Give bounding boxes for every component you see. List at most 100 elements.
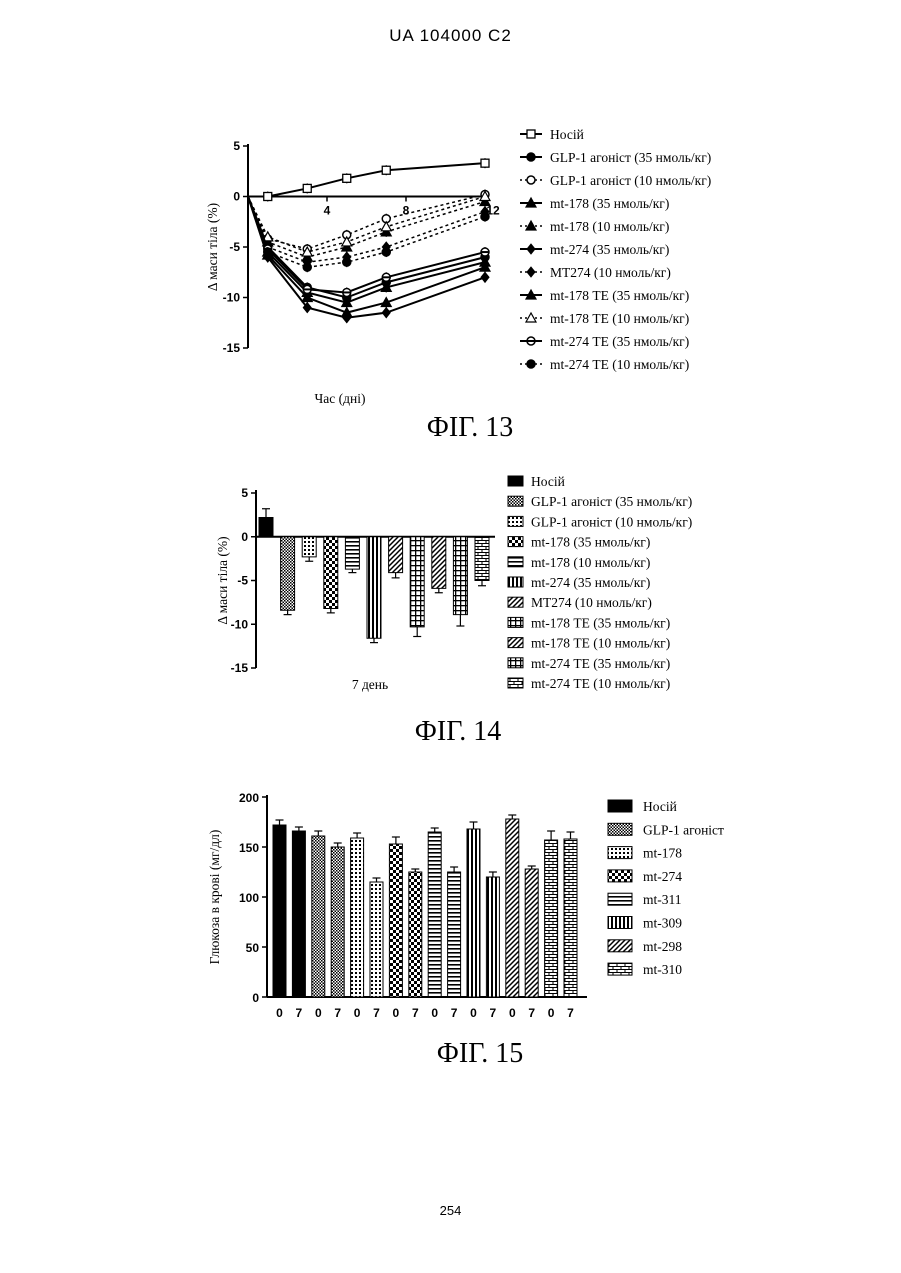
x-axis-label: 7 день <box>352 677 388 692</box>
bar <box>506 819 519 997</box>
legend-label: mt-274 ТЕ (10 нмоль/кг) <box>550 357 689 372</box>
legend-label: mt-178 (35 нмоль/кг) <box>550 196 669 211</box>
legend-label: mt-274 <box>643 869 682 884</box>
data-point <box>264 193 272 201</box>
x-tick-label: 7 <box>373 1006 380 1020</box>
legend-swatch <box>508 496 523 506</box>
x-tick-label: 7 <box>334 1006 341 1020</box>
data-point <box>264 248 272 256</box>
legend-swatch <box>608 940 632 952</box>
x-tick-label: 7 <box>412 1006 419 1020</box>
legend-marker <box>527 130 535 138</box>
y-tick-label: 100 <box>239 891 259 905</box>
bar <box>367 537 381 639</box>
data-point <box>481 159 489 167</box>
legend-label: mt-178 ТЕ (35 нмоль/кг) <box>531 615 670 630</box>
y-tick-label: -15 <box>231 661 249 675</box>
legend-label: GLP-1 агоніст (35 нмоль/кг) <box>531 494 692 509</box>
legend-label: Носій <box>550 127 584 142</box>
legend-label: mt-178 (10 нмоль/кг) <box>531 555 650 570</box>
legend-item-0: Носій <box>608 799 677 814</box>
legend-swatch <box>608 963 632 975</box>
legend-swatch <box>508 658 523 668</box>
y-tick-label: 5 <box>233 139 240 153</box>
legend-item-7: mt-310 <box>608 962 682 977</box>
x-axis-label: Час (дні) <box>315 391 366 406</box>
legend-marker <box>526 313 536 322</box>
series-3 <box>248 197 490 308</box>
legend-label: mt-309 <box>643 916 682 931</box>
bar <box>432 537 446 589</box>
y-tick-label: 200 <box>239 791 259 805</box>
legend-item-3: mt-178 (35 нмоль/кг) <box>520 196 669 211</box>
legend-swatch <box>508 597 523 607</box>
data-point <box>303 184 311 192</box>
x-tick-label: 0 <box>509 1006 516 1020</box>
page-header: UA 104000 C2 <box>0 26 901 46</box>
x-tick-label: 7 <box>567 1006 574 1020</box>
legend-label: МТ274 (10 нмоль/кг) <box>531 595 652 610</box>
legend-label: mt-178 (35 нмоль/кг) <box>531 535 650 550</box>
series-1 <box>248 197 489 303</box>
legend-item-10: mt-274 ТЕ (10 нмоль/кг) <box>508 676 670 691</box>
legend-label: mt-274 ТЕ (35 нмоль/кг) <box>531 656 670 671</box>
legend-label: mt-274 (35 нмоль/кг) <box>531 575 650 590</box>
legend-item-9: mt-274 ТЕ (35 нмоль/кг) <box>508 656 670 671</box>
legend-label: mt-298 <box>643 939 682 954</box>
figure-13-chart: 50-5-10-154812Час (дні)Δ маси тіла (%)Но… <box>190 110 770 420</box>
x-tick-label: 7 <box>296 1006 303 1020</box>
legend-item-1: GLP-1 агоніст (35 нмоль/кг) <box>508 494 692 509</box>
legend-item-4: mt-178 (10 нмоль/кг) <box>508 555 650 570</box>
legend-marker <box>527 244 535 254</box>
y-tick-label: -10 <box>223 291 241 305</box>
bar <box>409 872 422 997</box>
legend-item-1: GLP-1 агоніст <box>608 822 724 837</box>
legend-label: mt-274 ТЕ (35 нмоль/кг) <box>550 334 689 349</box>
legend-swatch <box>608 800 632 812</box>
y-tick-label: -5 <box>237 574 248 588</box>
bar <box>281 537 295 611</box>
x-tick-label: 0 <box>548 1006 555 1020</box>
legend-label: mt-274 (35 нмоль/кг) <box>550 242 669 257</box>
legend-swatch <box>508 617 523 627</box>
data-point <box>381 222 391 231</box>
x-tick-label: 4 <box>324 204 331 218</box>
legend-item-2: mt-178 <box>608 846 682 861</box>
legend-label: mt-274 ТЕ (10 нмоль/кг) <box>531 676 670 691</box>
legend-item-9: mt-274 ТЕ (35 нмоль/кг) <box>520 334 689 349</box>
x-tick-label: 0 <box>393 1006 400 1020</box>
figure-15-label: ФІГ. 15 <box>330 1038 630 1070</box>
legend-swatch <box>608 893 632 905</box>
bar <box>324 537 338 609</box>
legend-item-2: GLP-1 агоніст (10 нмоль/кг) <box>508 514 692 529</box>
x-tick-label: 0 <box>431 1006 438 1020</box>
bar <box>389 844 402 997</box>
series-9 <box>248 197 489 298</box>
legend-item-3: mt-274 <box>608 869 682 884</box>
legend-swatch <box>508 557 523 567</box>
y-tick-label: -5 <box>229 240 240 254</box>
series-8 <box>248 192 490 258</box>
x-tick-label: 7 <box>528 1006 535 1020</box>
series-line-1 <box>248 197 485 298</box>
figure-13-label: ФІГ. 13 <box>320 412 620 444</box>
legend-label: mt-310 <box>643 962 682 977</box>
x-tick-label: 0 <box>315 1006 322 1020</box>
bar <box>292 831 305 997</box>
legend-item-5: mt-309 <box>608 916 682 931</box>
y-tick-label: 0 <box>233 190 240 204</box>
legend-swatch <box>608 823 632 835</box>
y-tick-label: 5 <box>241 486 248 500</box>
legend-item-3: mt-178 (35 нмоль/кг) <box>508 535 650 550</box>
y-axis-label: Глюкоза в крові (мг/дл) <box>207 830 222 965</box>
y-tick-label: 50 <box>246 941 260 955</box>
bar <box>370 882 383 997</box>
page-number: 254 <box>0 1203 901 1218</box>
bar <box>389 537 403 573</box>
legend-item-4: mt-178 (10 нмоль/кг) <box>520 219 669 234</box>
y-tick-label: -10 <box>231 617 249 631</box>
bar <box>273 825 286 997</box>
legend-item-2: GLP-1 агоніст (10 нмоль/кг) <box>520 173 711 188</box>
legend-swatch <box>508 537 523 547</box>
legend-item-6: mt-298 <box>608 939 682 954</box>
